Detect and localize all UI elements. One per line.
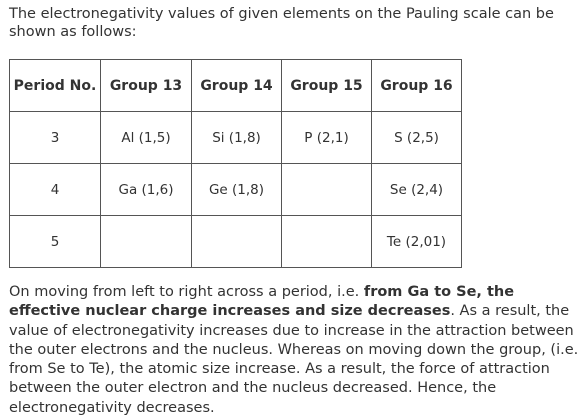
table-row: 3 Al (1,5) Si (1,8) P (2,1) S (2,5) [9, 111, 462, 164]
table-cell: 3 [9, 111, 101, 164]
table-cell: Ge (1,8) [191, 163, 282, 216]
intro-paragraph: The electronegativity values of given el… [9, 6, 554, 40]
electronegativity-table: Period No. Group 13 Group 14 Group 15 Gr… [9, 59, 462, 268]
table-cell: Te (2,01) [371, 215, 462, 268]
header-group-16: Group 16 [371, 59, 462, 112]
table-cell [191, 215, 282, 268]
table-cell: 4 [9, 163, 101, 216]
table-cell: Si (1,8) [191, 111, 282, 164]
explanation-text-start: On moving from left to right across a pe… [9, 284, 364, 300]
table-cell: Se (2,4) [371, 163, 462, 216]
table-cell: Al (1,5) [100, 111, 192, 164]
table-row: 5 Te (2,01) [9, 215, 462, 268]
header-group-14: Group 14 [191, 59, 282, 112]
explanation-bold-text: from Ga to Se, the effective nuclear cha… [9, 284, 515, 320]
explanation-text-end: . As a result, the value of electronegat… [9, 303, 579, 416]
table-row: 4 Ga (1,6) Ge (1,8) Se (2,4) [9, 163, 462, 216]
table-cell [281, 163, 372, 216]
table-header-row: Period No. Group 13 Group 14 Group 15 Gr… [9, 59, 462, 112]
header-group-15: Group 15 [281, 59, 372, 112]
table-cell [281, 215, 372, 268]
header-period: Period No. [9, 59, 101, 112]
header-group-13: Group 13 [100, 59, 192, 112]
table-cell: 5 [9, 215, 101, 268]
table-cell: Ga (1,6) [100, 163, 192, 216]
table-cell [100, 215, 192, 268]
explanation-paragraph: On moving from left to right across a pe… [9, 283, 581, 418]
table-cell: S (2,5) [371, 111, 462, 164]
table-cell: P (2,1) [281, 111, 372, 164]
